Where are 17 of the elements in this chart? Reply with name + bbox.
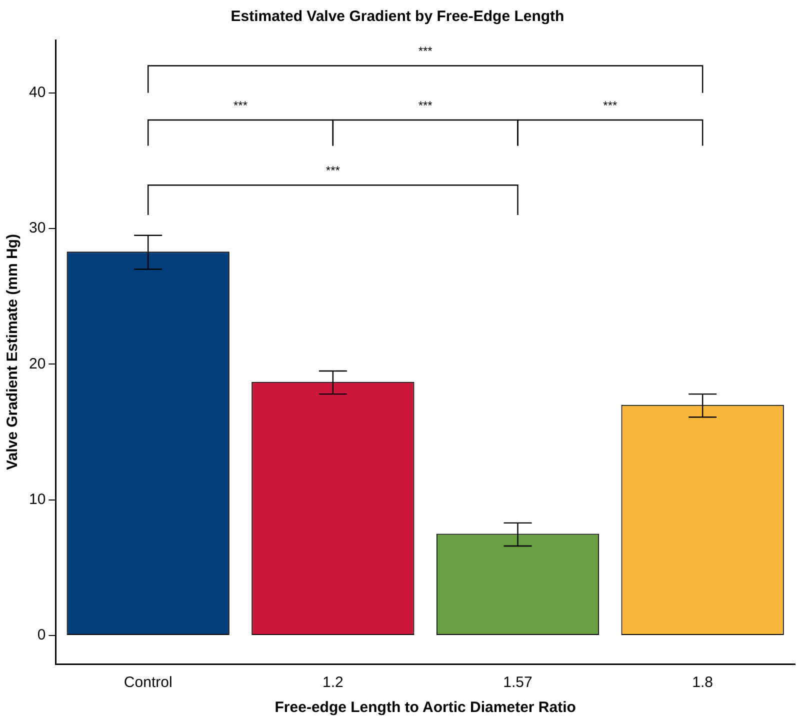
- y-tick-label: 0: [37, 626, 46, 644]
- x-axis-title: Free-edge Length to Aortic Diameter Ratio: [274, 699, 576, 716]
- annotation: ***: [418, 44, 433, 58]
- y-tick-label: 40: [28, 84, 46, 102]
- y-tick-label: 10: [28, 491, 46, 508]
- annotation: ***: [418, 98, 433, 112]
- x-tick-label: Control: [124, 674, 172, 692]
- annotation: ***: [326, 163, 340, 178]
- annotation: ***: [234, 98, 248, 112]
- chart-title: Estimated Valve Gradient by Free-Edge Length: [230, 8, 564, 26]
- y-tick-label: 30: [28, 220, 46, 237]
- x-tick-label: 1.57: [503, 674, 532, 692]
- y-tick-label: 20: [28, 355, 46, 372]
- x-tick-label: 1.2: [322, 674, 344, 692]
- y-axis-title: Valve Gradient Estimate (mm Hg): [4, 234, 22, 470]
- annotation: ***: [603, 98, 618, 112]
- x-tick-label: 1.8: [692, 674, 714, 692]
